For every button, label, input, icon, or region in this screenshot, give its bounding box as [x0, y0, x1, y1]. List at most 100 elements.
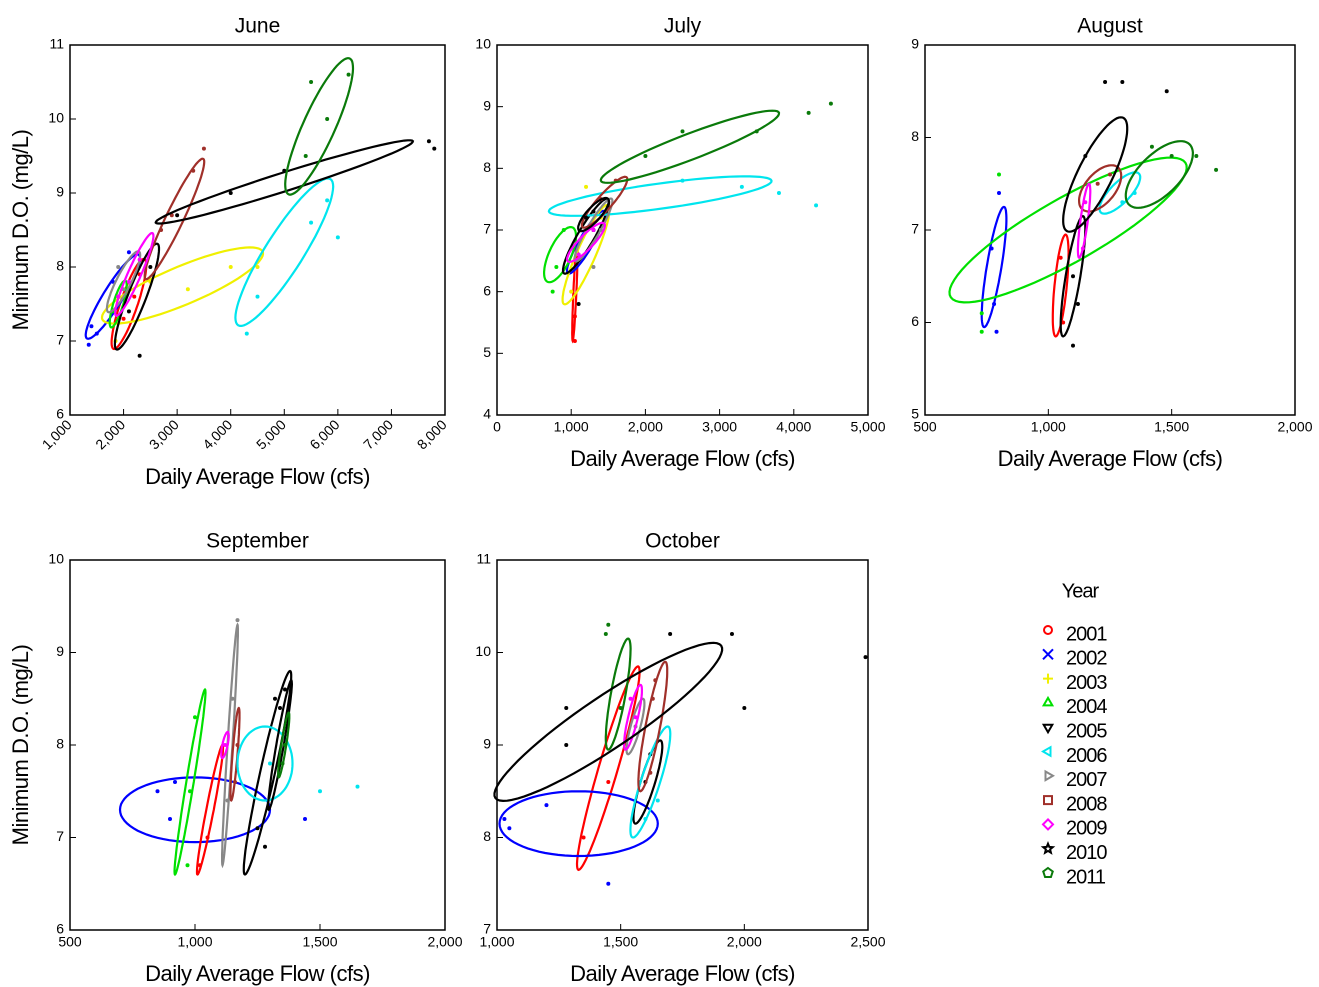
data-point [175, 213, 180, 218]
y-tick-label: 8 [56, 736, 64, 752]
y-tick-label: 4 [483, 406, 491, 422]
data-point [116, 265, 121, 269]
data-point [193, 715, 197, 720]
data-point [255, 826, 260, 831]
chart-title: August [1077, 15, 1143, 38]
y-tick-label: 9 [483, 97, 491, 113]
x-tick-label: 1,500 [1154, 419, 1189, 435]
confidence-ellipse [577, 196, 610, 233]
confidence-ellipse [221, 622, 239, 869]
y-tick-label: 8 [483, 828, 491, 844]
data-point [86, 342, 91, 347]
data-point [648, 770, 653, 775]
plot-frame [69, 559, 446, 931]
data-point [137, 353, 142, 358]
data-point [603, 632, 608, 636]
legend-label: 2005 [1066, 720, 1107, 742]
y-tick-label: 5 [911, 406, 919, 422]
data-point [283, 687, 287, 692]
y-axis-label: Minimum D.O. (mg/L) [8, 130, 33, 331]
data-point [643, 154, 648, 158]
confidence-ellipse [565, 221, 607, 263]
plot-frame [924, 44, 1296, 416]
confidence-ellipse [543, 226, 578, 284]
data-point [255, 265, 260, 269]
data-point [1132, 191, 1137, 195]
confidence-ellipse [498, 790, 659, 858]
legend-marker [1041, 723, 1055, 735]
x-tick-label: 3,000 [146, 416, 182, 452]
y-tick-label: 10 [475, 36, 491, 52]
data-point [205, 835, 210, 840]
data-point [1083, 200, 1088, 205]
x-axis-label: Daily Average Flow (cfs) [570, 961, 795, 986]
chart-title: October [645, 530, 720, 553]
y-tick-label: 10 [48, 110, 64, 126]
data-point [244, 331, 249, 336]
chart-title: July [664, 15, 702, 38]
confidence-ellipse [110, 257, 148, 351]
plot-frame [496, 44, 869, 416]
legend-marker [1040, 841, 1056, 855]
x-tick-label: 500 [58, 934, 82, 950]
x-tick-label: 6,000 [307, 416, 343, 452]
legend-label: 2006 [1066, 745, 1107, 767]
data-point [273, 696, 277, 701]
data-point [1095, 181, 1100, 186]
data-point [863, 655, 868, 660]
data-point [655, 798, 660, 803]
legend-marker [1041, 695, 1055, 707]
data-point [201, 146, 206, 151]
x-axis-label: Daily Average Flow (cfs) [998, 446, 1223, 471]
data-point [628, 696, 633, 701]
confidence-ellipse [277, 711, 291, 779]
data-point [255, 294, 260, 299]
legend-label: 2011 [1066, 866, 1106, 888]
data-point [742, 706, 747, 710]
confidence-ellipse [234, 177, 335, 327]
data-point [989, 246, 994, 251]
data-point [591, 228, 596, 232]
confidence-ellipse [113, 242, 161, 351]
data-point [159, 228, 164, 232]
x-tick-label: 5,000 [253, 416, 289, 452]
data-point [355, 784, 360, 789]
data-point [576, 252, 581, 257]
chart-title: June [235, 15, 281, 38]
data-point [309, 80, 314, 84]
data-point [426, 139, 431, 144]
confidence-ellipse [154, 139, 415, 225]
data-point [598, 228, 603, 232]
data-point [561, 228, 566, 232]
x-tick-label: 4,000 [776, 419, 811, 435]
data-point [507, 826, 512, 831]
legend-marker [1042, 648, 1054, 661]
data-point [979, 329, 984, 334]
data-point [1149, 144, 1154, 149]
confidence-ellipse [599, 109, 781, 184]
confidence-ellipse [604, 637, 632, 751]
data-point [1103, 80, 1108, 84]
data-point [1083, 154, 1088, 158]
data-point [1120, 200, 1125, 205]
confidence-ellipse [1062, 116, 1129, 233]
confidence-ellipse [118, 776, 272, 844]
data-point [185, 863, 190, 868]
y-tick-label: 6 [483, 282, 491, 298]
data-point [994, 329, 999, 334]
x-tick-label: 0 [493, 419, 501, 435]
data-point [282, 168, 287, 173]
y-tick-label: 8 [911, 128, 919, 144]
data-point [233, 780, 237, 784]
x-tick-label: 1,500 [603, 934, 638, 950]
y-tick-label: 11 [476, 551, 491, 567]
x-tick-label: 3,000 [702, 419, 737, 435]
data-point [828, 101, 833, 106]
y-tick-label: 10 [475, 643, 491, 659]
data-point [814, 203, 819, 208]
legend-label: 2010 [1066, 842, 1107, 864]
data-point [1108, 172, 1112, 177]
data-point [132, 294, 137, 299]
data-point [346, 72, 351, 77]
